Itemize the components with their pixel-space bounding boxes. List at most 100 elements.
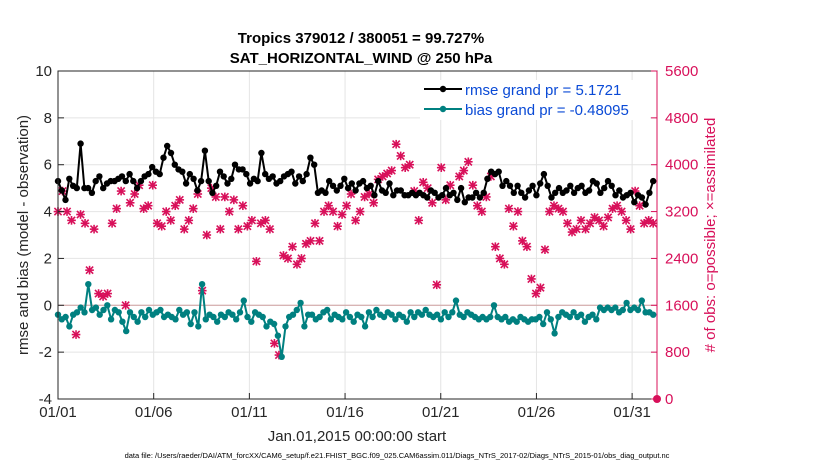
rmse-point — [167, 149, 175, 157]
assimilated-marker — [585, 218, 595, 228]
bias-point — [380, 313, 388, 321]
assimilated-marker — [369, 198, 378, 208]
bias-point — [407, 309, 414, 316]
assimilated-marker — [581, 224, 590, 234]
assimilated-marker — [576, 216, 586, 225]
legend-bias-marker — [439, 105, 447, 113]
bias-point — [123, 327, 130, 335]
assimilated-marker — [247, 216, 257, 225]
rmse-point — [160, 154, 167, 161]
rmse-point — [171, 161, 178, 168]
left-tick-label: 6 — [44, 157, 52, 174]
rmse-point — [156, 170, 163, 178]
rmse-point — [197, 177, 205, 185]
bias-point — [145, 306, 153, 314]
rmse-point — [638, 194, 646, 201]
assimilated-marker — [270, 339, 279, 348]
bottom-tick-label: 01/01 — [39, 404, 77, 421]
assimilated-marker — [391, 139, 401, 149]
assimilated-marker — [418, 177, 428, 187]
rmse-point — [224, 180, 231, 187]
assimilated-marker — [85, 265, 94, 275]
left-tick-label: 0 — [44, 297, 52, 314]
rmse-point — [246, 180, 254, 187]
rmse-point — [397, 187, 404, 194]
assimilated-marker — [477, 207, 487, 216]
rmse-series — [54, 140, 657, 208]
assimilated-marker — [328, 207, 338, 216]
rmse-point — [182, 180, 190, 187]
assimilated-marker — [261, 216, 270, 225]
bias-series — [54, 281, 657, 360]
assimilated-marker — [527, 274, 536, 284]
assimilated-marker — [558, 207, 568, 216]
bias-point — [324, 306, 331, 314]
bias-point — [339, 316, 346, 323]
assimilated-marker — [513, 207, 523, 216]
rmse-point — [239, 166, 246, 173]
rmse-point — [495, 168, 502, 175]
bias-point — [138, 309, 145, 316]
assimilated-marker — [536, 283, 545, 293]
assimilated-marker — [80, 218, 90, 228]
data-file-footnote: data file: /Users/raeder/DAI/ATM_forcXX/… — [125, 451, 670, 460]
rmse-point — [269, 173, 276, 180]
assimilated-marker — [139, 204, 148, 213]
assimilated-marker — [342, 201, 351, 211]
assimilated-marker — [112, 204, 121, 213]
rmse-point — [548, 194, 555, 201]
rmse-point — [220, 173, 227, 180]
rmse-point — [382, 189, 389, 196]
bottom-tick-label: 01/06 — [135, 404, 173, 421]
rmse-point — [616, 187, 623, 194]
left-tick-label: -2 — [39, 344, 52, 361]
rmse-point — [461, 199, 468, 206]
bias-point — [612, 304, 619, 311]
rmse-point — [371, 192, 378, 199]
bias-point — [540, 320, 547, 328]
left-tick-label: 8 — [44, 110, 52, 127]
rmse-point — [88, 189, 96, 196]
rmse-point — [209, 189, 216, 196]
bias-point — [236, 309, 244, 316]
bottom-tick-label: 01/26 — [518, 404, 556, 421]
legend-rmse-label: rmse grand pr = 5.1721 — [465, 82, 621, 99]
assimilated-marker — [157, 221, 167, 231]
rmse-point — [299, 177, 306, 185]
assimilated-marker — [459, 166, 469, 175]
assimilated-marker — [243, 221, 252, 231]
assimilated-marker — [599, 221, 608, 231]
plot-area — [58, 71, 657, 399]
rmse-point — [552, 189, 559, 196]
bottom-tick-label: 01/21 — [422, 404, 460, 421]
rmse-point — [77, 140, 84, 147]
bias-point — [119, 318, 126, 325]
bias-point — [85, 281, 92, 288]
assimilated-marker — [89, 224, 99, 234]
bias-point — [183, 309, 191, 316]
assimilated-marker — [495, 254, 505, 263]
bias-point — [452, 297, 460, 304]
rmse-point — [578, 182, 585, 189]
assimilated-marker — [387, 166, 396, 175]
zero-count-marker — [653, 395, 661, 403]
rmse-point — [612, 192, 619, 199]
bias-point — [441, 309, 448, 316]
bias-point — [92, 304, 100, 311]
assimilated-marker — [179, 224, 189, 234]
rmse-point — [650, 177, 657, 185]
assimilated-marker — [143, 201, 153, 211]
assimilated-marker — [572, 224, 581, 234]
rmse-point — [563, 187, 570, 194]
right-tick-label: 3200 — [665, 204, 698, 221]
left-tick-label: -4 — [39, 391, 52, 408]
bias-point — [210, 313, 217, 321]
rmse-point — [295, 173, 303, 180]
bias-point — [176, 306, 183, 314]
assimilated-marker — [621, 216, 631, 225]
rmse-point — [442, 184, 450, 192]
bias-point — [502, 313, 509, 321]
bias-point — [263, 323, 270, 330]
rmse-point — [359, 177, 367, 185]
